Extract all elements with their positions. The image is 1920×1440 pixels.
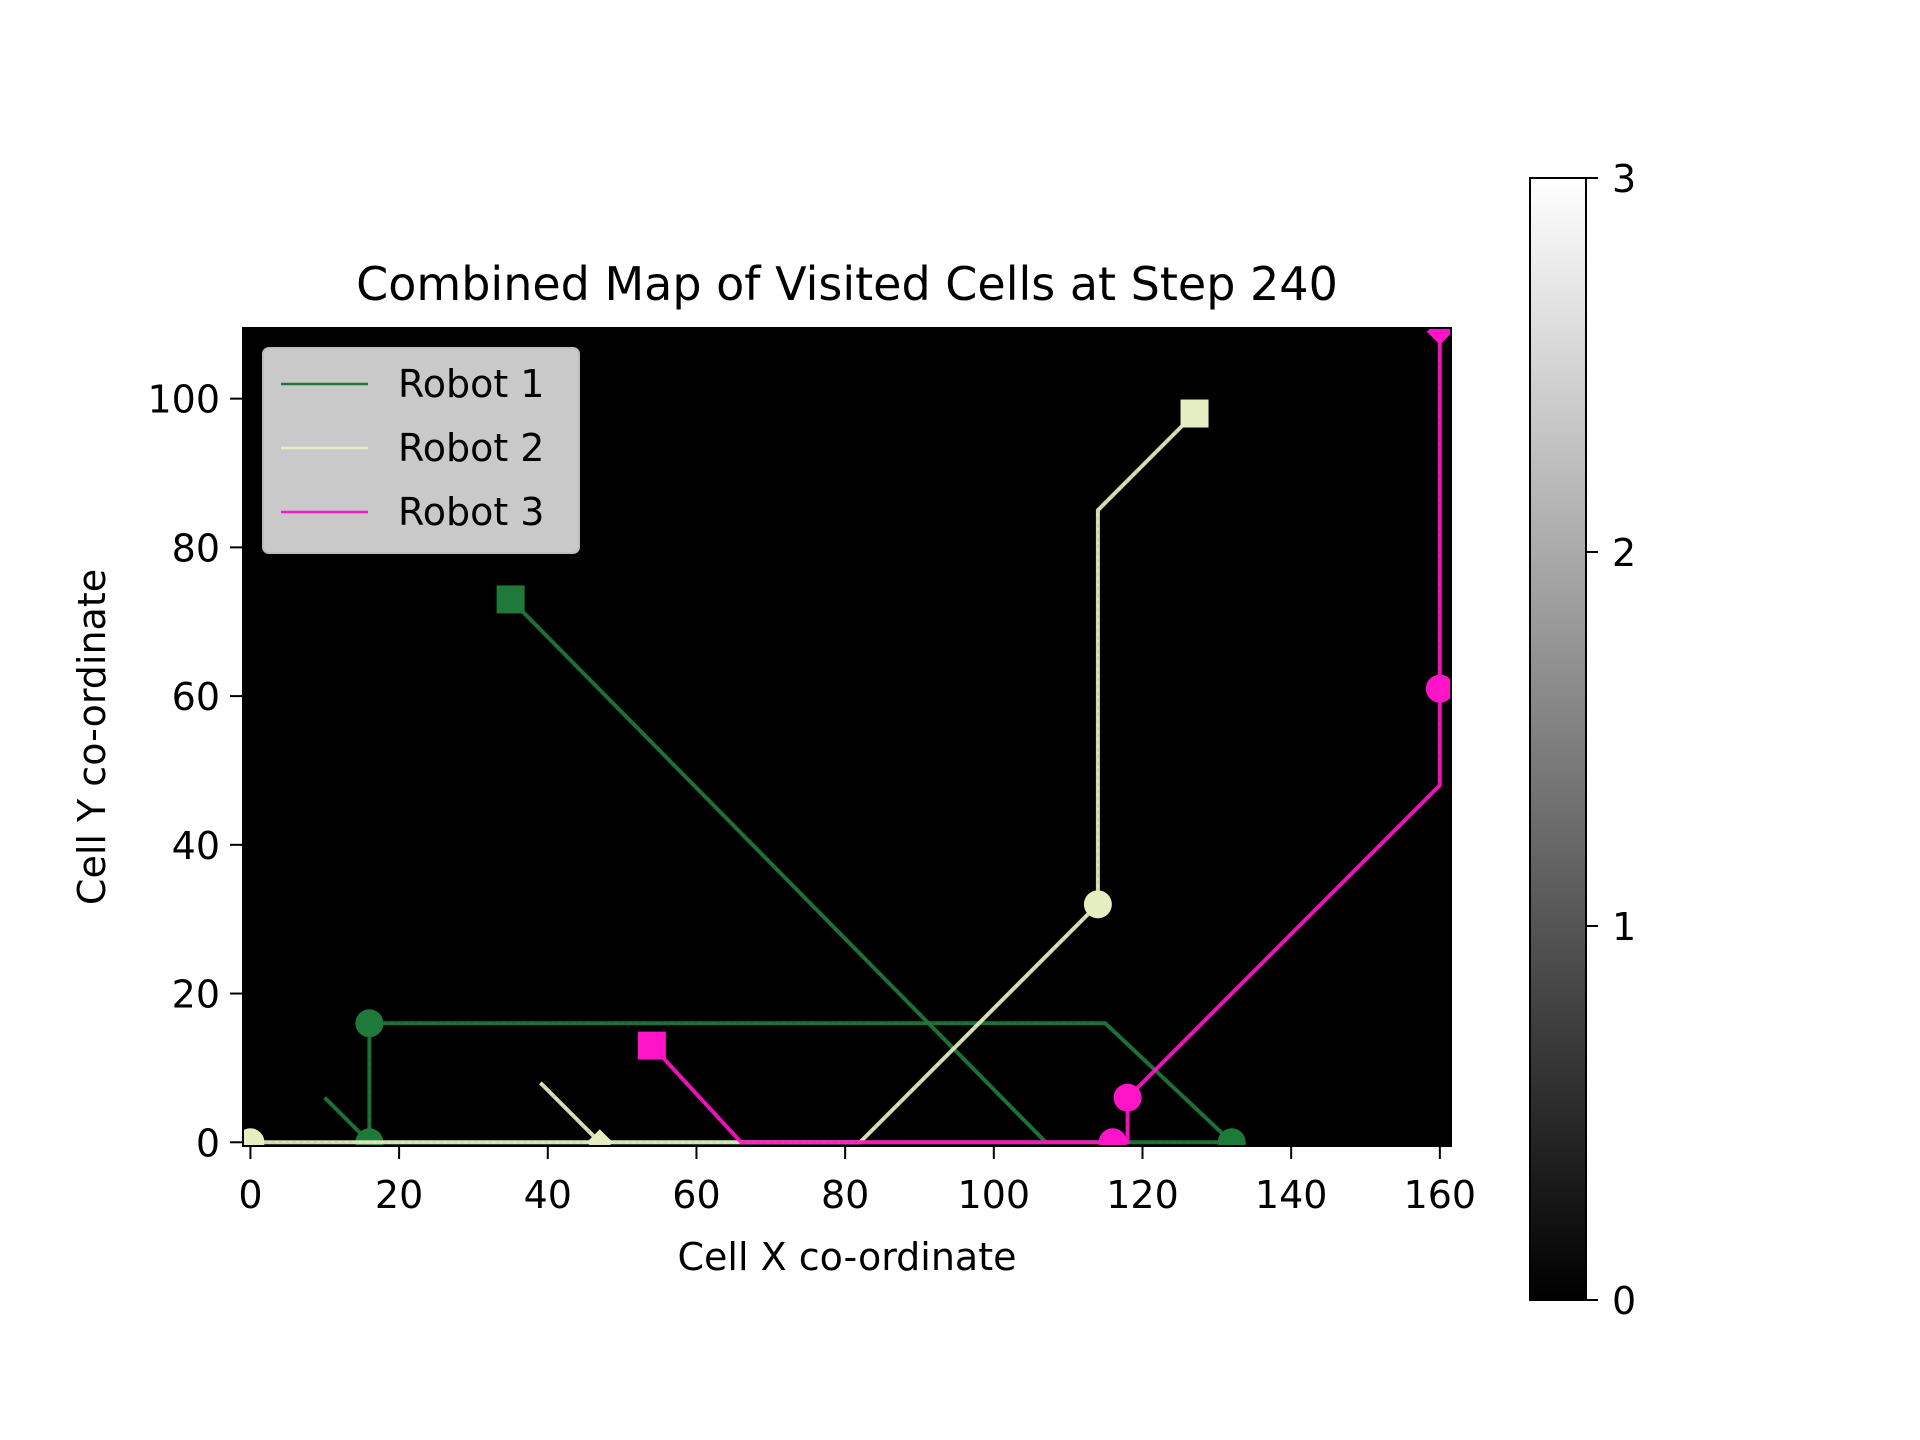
colorbar-gradient: [1529, 177, 1587, 1301]
x-tick-label: 140: [1255, 1173, 1328, 1217]
start-marker: [1180, 399, 1209, 428]
colorbar-tick-label: 0: [1612, 1279, 1636, 1323]
y-tick-label: 20: [172, 973, 220, 1017]
start-marker: [496, 585, 525, 614]
colorbar-tick-label: 1: [1612, 905, 1636, 949]
waypoint-marker: [1425, 674, 1451, 703]
x-tick-label: 40: [524, 1173, 572, 1217]
chart-title: Combined Map of Visited Cells at Step 24…: [356, 257, 1338, 311]
x-tick-label: 80: [821, 1173, 869, 1217]
colorbar-tick-label: 2: [1612, 531, 1636, 575]
series-robot-2: [243, 399, 1209, 1146]
legend-box: [262, 347, 580, 554]
data-layer: [243, 328, 1451, 1146]
y-tick-label: 60: [172, 675, 220, 719]
x-axis-label: Cell X co-ordinate: [677, 1235, 1016, 1279]
y-tick-label: 0: [196, 1121, 220, 1165]
y-tick-label: 100: [147, 378, 220, 422]
x-tick-label: 0: [238, 1173, 262, 1217]
y-tick-label: 80: [172, 526, 220, 570]
x-axis: 0 20 40 60 80 100 120 140 160: [238, 1146, 1476, 1217]
x-tick-label: 100: [958, 1173, 1031, 1217]
waypoint-marker: [1098, 1128, 1127, 1146]
x-tick-label: 60: [672, 1173, 720, 1217]
legend: Robot 1 Robot 2 Robot 3: [262, 347, 580, 554]
series-path-cells: [651, 331, 1441, 1144]
end-marker: [586, 1129, 613, 1146]
waypoint-marker: [243, 1128, 265, 1146]
legend-label: Robot 3: [398, 490, 544, 534]
y-axis-label: Cell Y co-ordinate: [70, 569, 114, 905]
waypoint-marker: [1113, 1083, 1142, 1112]
x-tick-label: 20: [375, 1173, 423, 1217]
series-path-cells: [250, 412, 1196, 1144]
axes-frame: [242, 327, 1452, 1147]
x-tick-label: 120: [1106, 1173, 1179, 1217]
legend-label: Robot 2: [398, 426, 544, 470]
x-tick-label: 160: [1404, 1173, 1477, 1217]
y-axis: 0 20 40 60 80 100: [147, 378, 243, 1165]
series-path-cells: [510, 598, 1047, 1143]
waypoint-marker: [1217, 1128, 1246, 1146]
series-path-cells: [539, 1082, 601, 1143]
waypoint-marker: [1083, 890, 1112, 919]
waypoint-marker: [355, 1009, 384, 1038]
start-marker: [637, 1031, 666, 1060]
y-tick-label: 40: [172, 824, 220, 868]
series-robot-3: [637, 328, 1451, 1146]
colorbar: 0 1 2 3: [1529, 157, 1636, 1323]
legend-label: Robot 1: [398, 362, 544, 406]
colorbar-tick-label: 3: [1612, 157, 1636, 201]
end-marker: [1426, 328, 1451, 345]
